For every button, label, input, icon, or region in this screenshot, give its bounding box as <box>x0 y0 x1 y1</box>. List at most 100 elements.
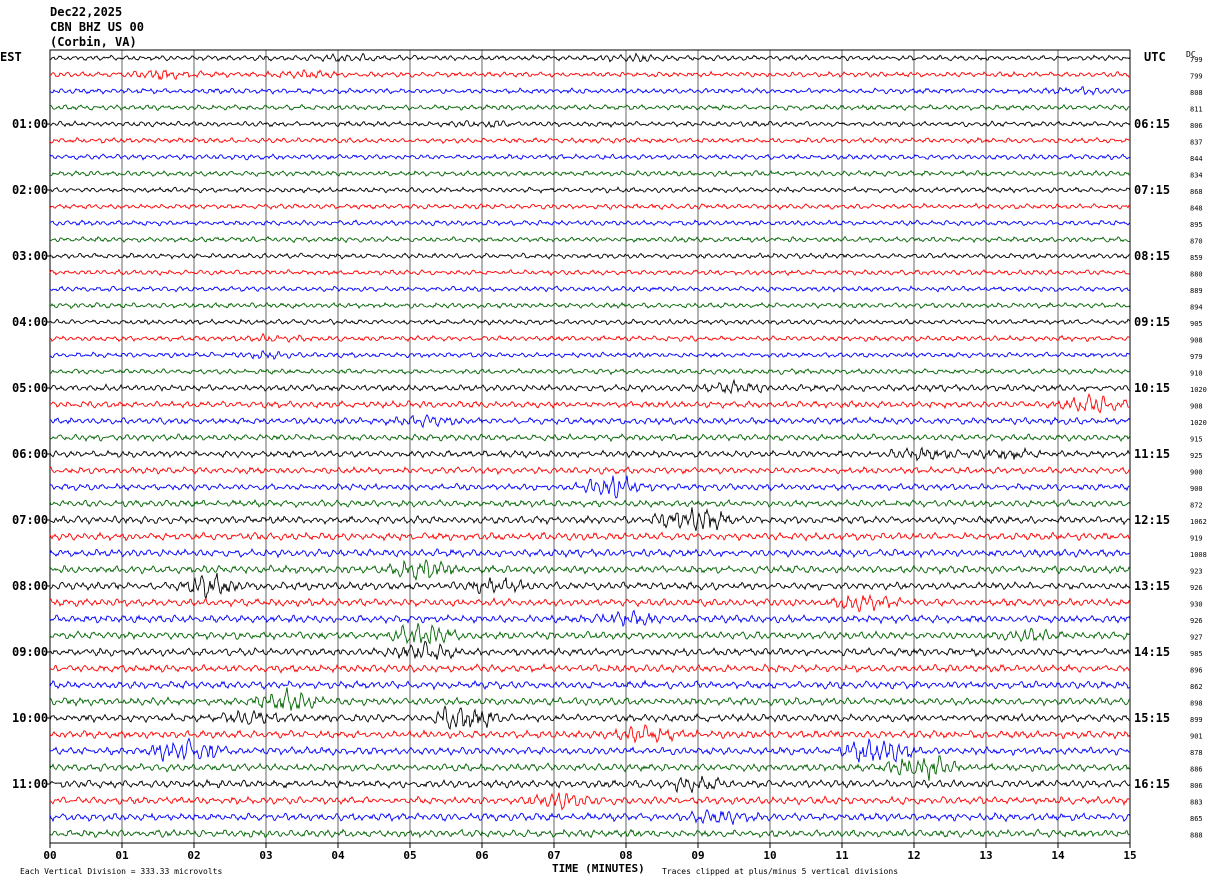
est-hour-label: 08:00 <box>12 579 48 593</box>
seismic-trace <box>49 737 1131 763</box>
seismic-trace <box>49 808 1131 825</box>
chart-date: Dec22,2025 <box>50 5 123 19</box>
seismic-trace <box>49 219 1131 227</box>
seismic-trace <box>49 367 1131 376</box>
x-tick-label: 14 <box>1051 849 1065 862</box>
seismic-trace <box>49 498 1131 509</box>
seismic-trace <box>49 507 1131 531</box>
left-timezone-label: EST <box>0 50 22 64</box>
est-hour-label: 01:00 <box>12 117 48 131</box>
dc-offset-label: 926 <box>1190 617 1203 625</box>
dc-offset-label: 901 <box>1190 733 1203 741</box>
seismic-trace <box>49 136 1131 145</box>
x-axis-label: TIME (MINUTES) <box>552 862 645 875</box>
seismic-trace <box>49 285 1131 293</box>
dc-offset-label: 878 <box>1190 749 1203 757</box>
dc-offset-label: 870 <box>1190 238 1203 246</box>
x-tick-label: 15 <box>1123 849 1136 862</box>
dc-offset-label: 905 <box>1190 320 1203 328</box>
x-tick-label: 11 <box>835 849 849 862</box>
scale-note: Each Vertical Division = 333.33 microvol… <box>20 867 223 876</box>
x-tick-label: 00 <box>43 849 56 862</box>
seismic-trace <box>49 724 1131 744</box>
utc-hour-label: 13:15 <box>1134 579 1170 593</box>
est-hour-label: 04:00 <box>12 315 48 329</box>
est-hour-label: 02:00 <box>12 183 48 197</box>
dc-offset-label: 1020 <box>1190 419 1207 427</box>
seismic-trace <box>49 755 1131 781</box>
dc-offset-label: 915 <box>1190 436 1203 444</box>
dc-offset-label: 900 <box>1190 485 1203 493</box>
dc-offset-label: 925 <box>1190 452 1203 460</box>
est-hour-label: 06:00 <box>12 447 48 461</box>
seismic-trace <box>49 235 1131 244</box>
dc-offset-label: 808 <box>1190 89 1203 97</box>
seismic-trace <box>49 153 1131 161</box>
x-tick-label: 01 <box>115 849 129 862</box>
dc-offset-label: 799 <box>1190 56 1203 64</box>
seismic-trace <box>49 446 1131 462</box>
seismic-trace <box>49 202 1131 211</box>
utc-hour-label: 15:15 <box>1134 711 1170 725</box>
seismic-trace <box>49 85 1131 96</box>
dc-offset-label: 889 <box>1190 287 1203 295</box>
dc-offset-label: 1020 <box>1190 386 1207 394</box>
dc-offset-header: DC <box>1186 50 1196 59</box>
x-tick-label: 07 <box>547 849 560 862</box>
seismic-trace <box>49 392 1131 414</box>
dc-offset-label: 926 <box>1190 584 1203 592</box>
dc-offset-label: 1008 <box>1190 551 1207 559</box>
seismic-trace <box>49 332 1131 343</box>
dc-offset-label: 894 <box>1190 304 1203 312</box>
dc-offset-label: 834 <box>1190 172 1203 180</box>
seismic-trace <box>49 185 1131 194</box>
dc-offset-label: 868 <box>1190 188 1203 196</box>
seismic-trace <box>49 775 1131 794</box>
seismic-trace <box>49 169 1131 178</box>
dc-offset-label: 859 <box>1190 254 1203 262</box>
seismic-trace <box>49 828 1131 839</box>
seismic-trace <box>49 687 1131 711</box>
utc-hour-label: 07:15 <box>1134 183 1170 197</box>
seismic-trace <box>49 623 1131 645</box>
seismic-trace <box>49 301 1131 310</box>
utc-hour-label: 11:15 <box>1134 447 1170 461</box>
seismic-trace <box>49 414 1131 429</box>
seismic-trace <box>49 609 1131 628</box>
utc-hour-label: 09:15 <box>1134 315 1170 329</box>
seismic-trace <box>49 704 1131 730</box>
chart-station: CBN BHZ US 00 <box>50 20 144 34</box>
dc-offset-label: 908 <box>1190 337 1203 345</box>
seismic-trace <box>49 663 1131 674</box>
dc-offset-label: 908 <box>1190 403 1203 411</box>
dc-offset-label: 930 <box>1190 601 1203 609</box>
seismic-trace <box>49 350 1131 360</box>
dc-offset-label: 899 <box>1190 716 1203 724</box>
dc-offset-label: 910 <box>1190 370 1203 378</box>
est-hour-label: 11:00 <box>12 777 48 791</box>
est-hour-label: 03:00 <box>12 249 48 263</box>
dc-offset-label: 888 <box>1190 832 1203 840</box>
seismic-trace <box>49 640 1131 660</box>
dc-offset-label: 886 <box>1190 766 1203 774</box>
x-tick-label: 13 <box>979 849 992 862</box>
seismic-trace <box>49 475 1131 499</box>
x-tick-label: 02 <box>187 849 200 862</box>
dc-offset-label: 979 <box>1190 353 1203 361</box>
seismic-trace <box>49 548 1131 559</box>
right-timezone-label: UTC <box>1144 50 1166 64</box>
est-hour-label: 10:00 <box>12 711 48 725</box>
dc-offset-label: 799 <box>1190 73 1203 81</box>
seismic-trace <box>49 679 1131 691</box>
dc-offset-label: 883 <box>1190 799 1203 807</box>
dc-offset-label: 1062 <box>1190 518 1207 526</box>
seismic-trace <box>49 593 1131 613</box>
dc-offset-label: 896 <box>1190 667 1203 675</box>
x-tick-label: 04 <box>331 849 345 862</box>
dc-offset-label: 927 <box>1190 634 1203 642</box>
dc-offset-label: 811 <box>1190 106 1203 114</box>
dc-offset-label: 900 <box>1190 469 1203 477</box>
dc-offset-label: 923 <box>1190 568 1203 576</box>
seismic-trace <box>49 318 1131 326</box>
